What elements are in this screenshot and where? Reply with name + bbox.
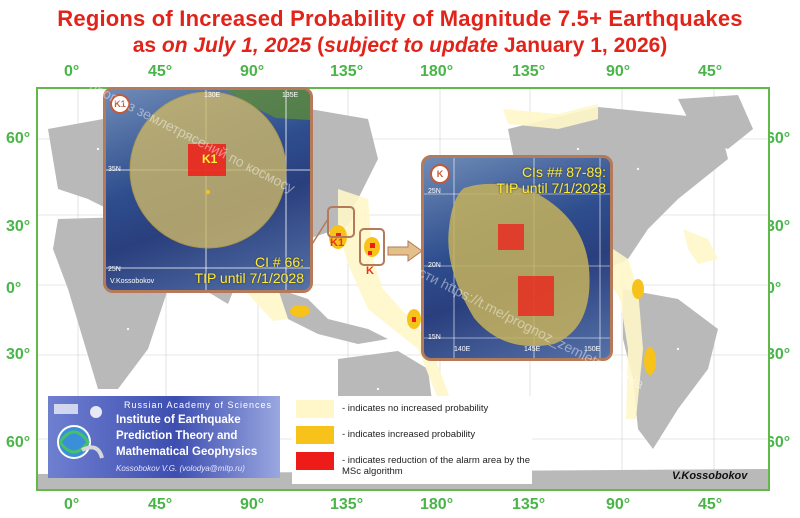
lon-label-top-0: 0°: [64, 63, 80, 80]
lon-label-bottom-6: 90°: [606, 496, 631, 513]
k1-callout-box: [327, 206, 355, 238]
lat-label-right-3: 30°: [766, 346, 791, 363]
institute-academy: Russian Academy of Sciences: [124, 400, 273, 410]
lat-label-left-4: 60°: [6, 434, 31, 451]
lat-label-left-2: 0°: [6, 280, 22, 297]
lon-label-top-1: 45°: [148, 63, 173, 80]
lat-label-left-3: 30°: [6, 346, 31, 363]
lat-label-right-1: 30°: [766, 218, 791, 235]
subtitle-update: subject to update: [324, 34, 499, 57]
lat-label-right-4: 60°: [766, 434, 791, 451]
legend-text-no-increase: - indicates no increased probability: [342, 403, 489, 414]
institute-banner: Russian Academy of Sciences Institute of…: [48, 396, 280, 478]
lon-label-top-6: 90°: [606, 63, 631, 80]
institute-author: Kossobokov V.G. (volodya@mitp.ru): [116, 464, 245, 473]
subtitle-paren: (: [317, 34, 325, 57]
institute-line-2: Prediction Theory and: [116, 430, 238, 442]
inset-k-tick-left-1: 25N: [428, 188, 441, 195]
inset-k1-tick-left-2: 25N: [108, 266, 121, 273]
inset-k: K CIs ## 87-89: TIP until 7/1/2028 25N 2…: [421, 155, 613, 361]
lon-label-top-5: 135°: [512, 63, 546, 80]
institute-line-3: Mathematical Geophysics: [116, 446, 258, 458]
inset-k-tick-left-3: 15N: [428, 334, 441, 341]
subtitle-next-date: January 1, 2026): [503, 34, 668, 57]
legend-text-increase: - indicates increased probability: [342, 429, 476, 440]
legend-text-reduction: - indicates reduction of the alarm area …: [342, 455, 530, 477]
inset-k-caption-line2: TIP until 7/1/2028: [496, 180, 606, 196]
institute-line-1: Institute of Earthquake: [116, 414, 241, 426]
lon-label-top-3: 135°: [330, 63, 364, 80]
inset-k1-tick-top-1: 130E: [204, 92, 221, 99]
inset-k-tick-bottom-1: 140E: [454, 346, 471, 353]
inset-k1: K1 130E 135E 35N 25N K1 CI # 66: TIP unt…: [103, 87, 313, 293]
inset-k-reduction-1: [498, 224, 524, 250]
legend: - indicates no increased probability - i…: [292, 396, 532, 484]
legend-item-increase: - indicates increased probability: [296, 426, 532, 446]
k-arrow: [387, 240, 423, 262]
inset-k1-tick-top-2: 135E: [282, 92, 299, 99]
reduction-areas: [336, 233, 416, 322]
inset-k-caption: CIs ## 87-89: TIP until 7/1/2028: [497, 164, 606, 196]
lat-label-left-0: 60°: [6, 130, 31, 147]
lon-label-bottom-1: 45°: [148, 496, 173, 513]
legend-item-reduction: - indicates reduction of the alarm area …: [296, 452, 532, 478]
lon-label-top-2: 90°: [240, 63, 265, 80]
inset-k1-epicenter: [206, 190, 210, 194]
inset-k1-map: [106, 90, 310, 290]
inset-k1-badge: K1: [110, 94, 130, 114]
inset-k-tick-bottom-3: 150E: [584, 346, 601, 353]
inset-k-tick-left-2: 20N: [428, 262, 441, 269]
land-indonesia: [278, 289, 388, 344]
inset-k-map: [424, 158, 610, 358]
land-south-america: [623, 289, 718, 449]
map-marker-k: K: [366, 265, 374, 277]
inset-k-caption-line1: CIs ## 87-89:: [521, 164, 606, 180]
lon-label-bottom-3: 135°: [330, 496, 364, 513]
legend-swatch-no-increase: [296, 400, 334, 418]
lon-label-bottom-7: 45°: [698, 496, 723, 513]
lon-label-bottom-0: 0°: [64, 496, 80, 513]
inset-k-reduction-2: [518, 276, 554, 316]
map-marker-k1: K1: [330, 237, 345, 249]
k-callout-box: [359, 228, 385, 266]
inset-k1-marker: K1: [202, 152, 218, 166]
land-greenland: [678, 95, 753, 149]
inset-k-alarm-area: [448, 183, 590, 347]
inset-k1-author: V.Kossobokov: [110, 278, 155, 285]
legend-swatch-increase: [296, 426, 334, 444]
subtitle-date: on July 1, 2025: [161, 34, 312, 57]
lon-label-top-7: 45°: [698, 63, 723, 80]
inset-k1-caption: CI # 66: TIP until 7/1/2028: [195, 254, 304, 286]
inset-k1-tick-left-1: 35N: [108, 166, 121, 173]
lon-label-bottom-5: 135°: [512, 496, 546, 513]
inset-k-badge: K: [430, 164, 450, 184]
subtitle-as: as: [132, 34, 157, 57]
legend-swatch-reduction: [296, 452, 334, 470]
inset-k-tick-bottom-2: 145E: [524, 346, 541, 353]
institute-logo: [54, 404, 104, 459]
page-subtitle: as on July 1, 2025 (subject to update Ja…: [0, 34, 800, 58]
legend-item-no-increase: - indicates no increased probability: [296, 400, 532, 420]
inset-k1-caption-line1: CI # 66:: [254, 254, 304, 270]
lon-label-top-4: 180°: [420, 63, 454, 80]
lat-label-left-1: 30°: [6, 218, 31, 235]
lon-label-bottom-4: 180°: [420, 496, 454, 513]
lat-label-right-0: 60°: [766, 130, 791, 147]
inset-k1-reduction: [188, 144, 226, 176]
inset-k1-land: [226, 90, 310, 120]
inset-k1-caption-line2: TIP until 7/1/2028: [194, 270, 304, 286]
author-signature: V.Kossobokov: [672, 470, 748, 482]
lon-label-bottom-2: 90°: [240, 496, 265, 513]
page-title: Regions of Increased Probability of Magn…: [57, 6, 743, 31]
